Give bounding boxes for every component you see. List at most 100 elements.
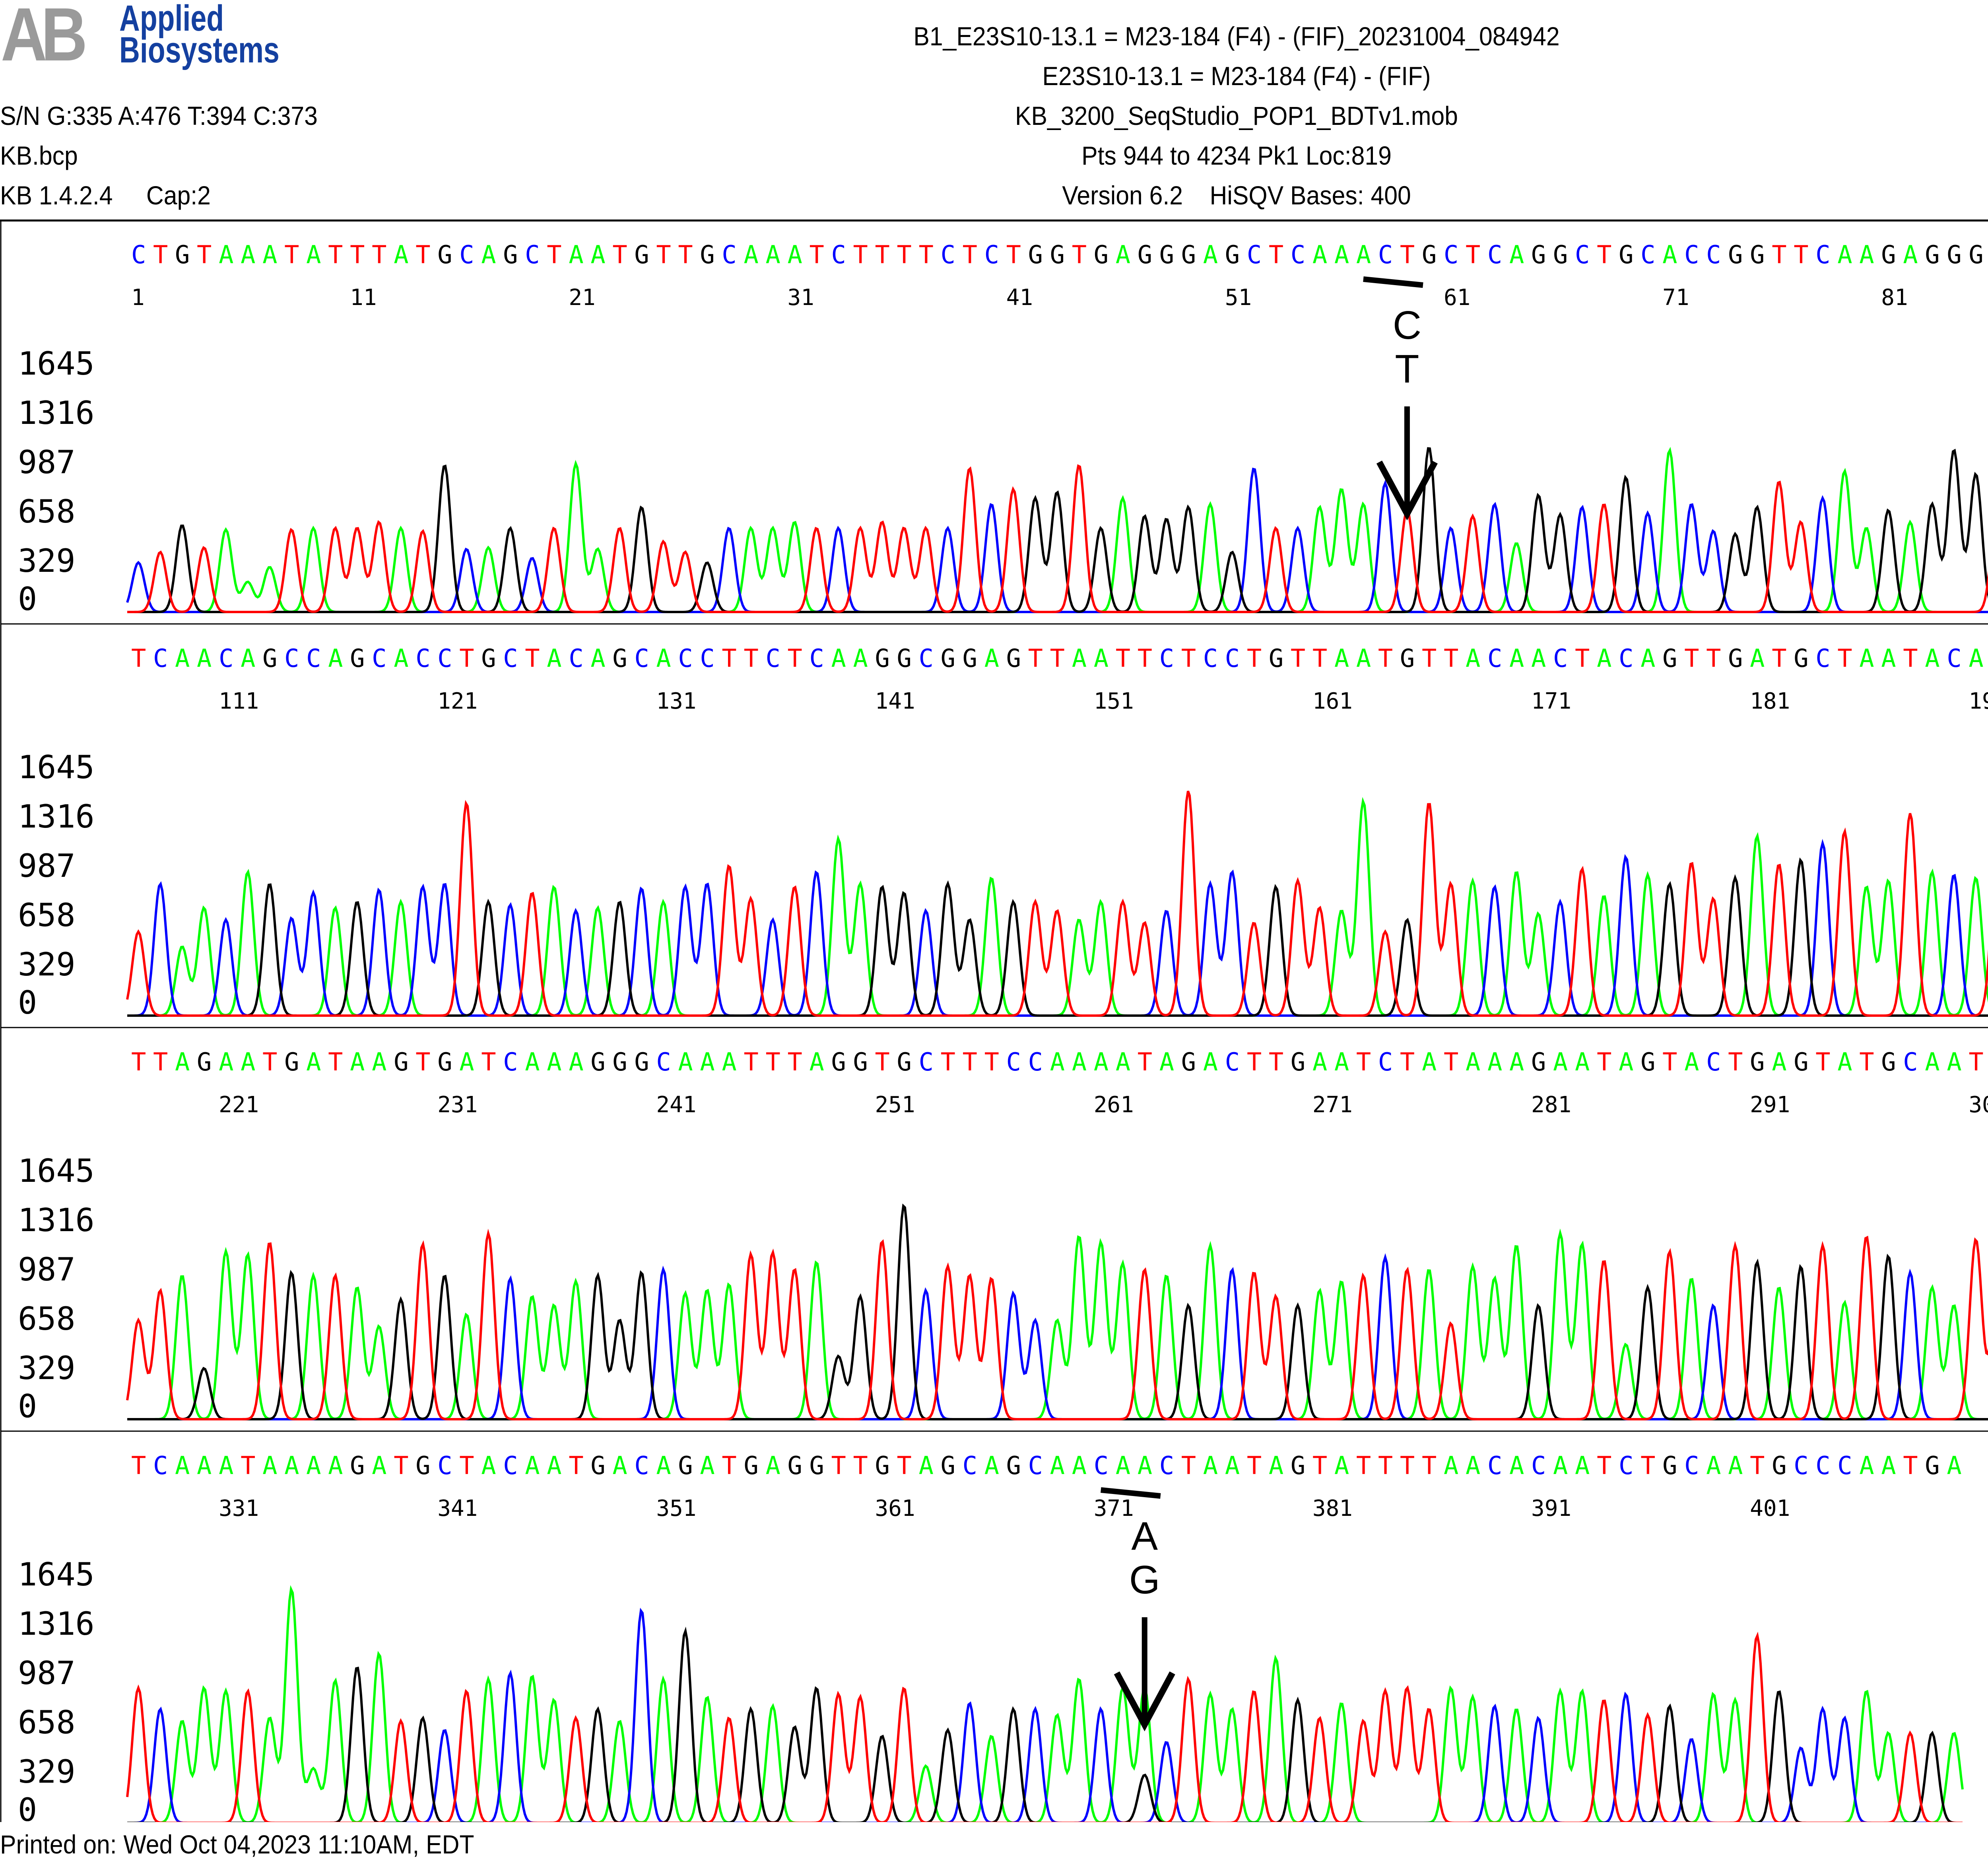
base-call: A [1072, 1047, 1087, 1076]
base-call: T [1750, 1451, 1765, 1480]
base-call: A [1837, 1047, 1852, 1076]
y-tick-label: 658 [18, 1300, 76, 1337]
y-tick-label: 1645 [18, 1152, 95, 1189]
base-call: A [1553, 1451, 1568, 1480]
base-call: C [372, 644, 386, 673]
position-label: 381 [1312, 1496, 1353, 1521]
position-label: 391 [1531, 1496, 1571, 1521]
base-call: T [1291, 644, 1305, 673]
base-call: G [1531, 240, 1546, 269]
base-call: A [1422, 1047, 1437, 1076]
sample-name: E23S10-13.1 = M23-184 (F4) - (FIF) [1042, 61, 1431, 91]
base-call: G [197, 1047, 212, 1076]
base-call: G [1291, 1047, 1305, 1076]
base-call: A [1706, 1451, 1721, 1480]
base-call: G [1881, 240, 1896, 269]
trace-G [127, 857, 1988, 1017]
logo-line2: Biosystems [119, 30, 280, 70]
base-call: T [569, 1451, 583, 1480]
base-call: A [1859, 1451, 1874, 1480]
y-tick-label: 0 [18, 984, 37, 1021]
base-call: A [1466, 644, 1480, 673]
base-call: C [1225, 644, 1240, 673]
base-call: C [1640, 240, 1655, 269]
base-call: A [1269, 1451, 1283, 1480]
base-call: T [941, 1047, 955, 1076]
base-call: G [1291, 1451, 1305, 1480]
base-call: C [963, 1451, 977, 1480]
position-label: 301 [1969, 1092, 1988, 1118]
base-call: T [1269, 1047, 1283, 1076]
base-call: A [1925, 1047, 1939, 1076]
base-call: A [984, 644, 999, 673]
base-call: T [1728, 1047, 1743, 1076]
base-call: G [437, 1047, 452, 1076]
y-tick-label: 0 [18, 1388, 37, 1425]
base-call: C [284, 644, 299, 673]
base-call: C [153, 1451, 168, 1480]
position-label: 71 [1662, 285, 1689, 311]
base-call: C [1487, 644, 1502, 673]
base-call: C [1619, 644, 1633, 673]
base-call: C [1815, 1451, 1830, 1480]
base-call: T [1247, 1047, 1262, 1076]
base-call: T [984, 1047, 999, 1076]
trace-T [127, 464, 1988, 613]
base-call: G [350, 1451, 365, 1480]
base-call: G [1050, 240, 1065, 269]
base-call: A [1225, 1451, 1240, 1480]
trace-A [127, 1585, 1964, 1822]
base-call: A [1466, 1047, 1480, 1076]
base-call: C [831, 240, 846, 269]
base-call: T [1050, 644, 1065, 673]
base-call: A [569, 240, 583, 269]
base-call: A [328, 1451, 343, 1480]
base-call: A [700, 1047, 714, 1076]
base-call: T [547, 240, 561, 269]
base-call: G [1159, 240, 1174, 269]
basecaller-file: KB.bcp [0, 141, 78, 170]
base-call: A [328, 644, 343, 673]
variant-arrow-head [1114, 1671, 1175, 1731]
base-call: T [1181, 1451, 1196, 1480]
y-tick-label: 987 [18, 1655, 76, 1692]
base-call: T [744, 644, 758, 673]
base-call: T [1772, 644, 1786, 673]
base-call: G [262, 644, 277, 673]
base-call: T [153, 1047, 168, 1076]
base-call: G [437, 240, 452, 269]
base-call: T [853, 1451, 868, 1480]
base-call: T [1597, 1047, 1611, 1076]
base-call: A [1466, 1451, 1480, 1480]
base-call: A [1859, 644, 1874, 673]
base-call: A [853, 644, 868, 673]
base-call: A [372, 1047, 386, 1076]
position-label: 41 [1006, 285, 1033, 311]
base-call: C [1903, 1047, 1918, 1076]
variant-marker-bar [1101, 1487, 1161, 1499]
base-call: T [1969, 1047, 1983, 1076]
base-call: G [941, 1451, 955, 1480]
base-call: T [1903, 644, 1918, 673]
y-tick-label: 1316 [18, 1202, 95, 1239]
trace-A [127, 797, 1988, 1017]
base-call: A [678, 1047, 693, 1076]
y-tick-label: 1645 [18, 749, 95, 786]
base-call: C [1291, 240, 1305, 269]
base-call: G [1750, 240, 1765, 269]
base-call: A [175, 644, 190, 673]
base-call: A [372, 1451, 386, 1480]
base-call: A [1575, 1451, 1590, 1480]
base-call: G [853, 1047, 868, 1076]
base-call: C [941, 240, 955, 269]
base-call: A [1925, 644, 1939, 673]
base-call: T [853, 240, 868, 269]
base-call: A [219, 1047, 233, 1076]
base-call: G [1006, 644, 1021, 673]
position-label: 241 [656, 1092, 696, 1118]
base-call: T [831, 1451, 846, 1480]
base-call: A [722, 1047, 736, 1076]
position-label: 61 [1444, 285, 1470, 311]
base-call: T [1247, 644, 1262, 673]
